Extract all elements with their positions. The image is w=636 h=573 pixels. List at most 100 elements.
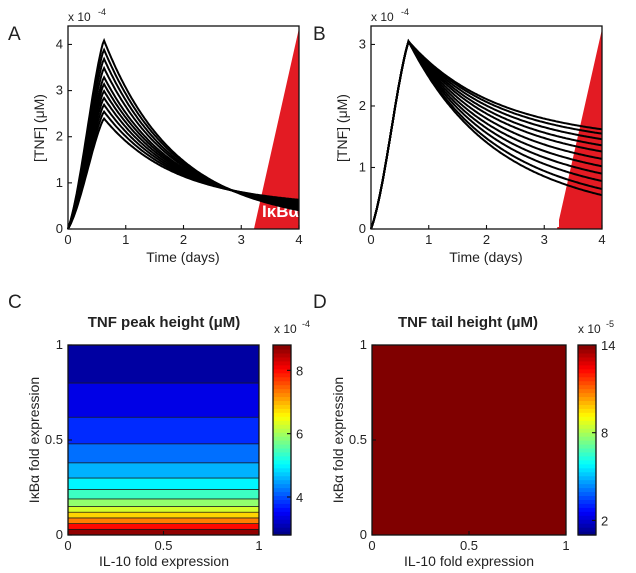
panel-d-colorbar-segment: [578, 440, 596, 445]
panel-c-band-9: [67, 443, 260, 464]
panel-c-colorbar-segment: [273, 412, 291, 417]
panel-a-curve-1: [67, 47, 300, 230]
panel-d-colorbar-frame: [577, 344, 597, 536]
panel-d-xtick-label: 0: [368, 538, 375, 553]
panel-c-scale-exponent: -4: [302, 319, 310, 329]
panel-d-colorbar-segment: [578, 436, 596, 441]
panel-letter-b: B: [313, 24, 326, 45]
panel-d-ytick-label: 1: [360, 337, 367, 352]
panel-d-colorbar-segment: [578, 499, 596, 504]
panel-c-xlabel: IL-10 fold expression: [99, 553, 229, 569]
panel-a-curve-10: [67, 116, 300, 230]
panel-c-colorbar-segment: [273, 459, 291, 465]
panel-c-ytick-label: 1: [56, 337, 63, 352]
panel-b-xtick-label: 1: [425, 232, 432, 247]
panel-a-xtick-label: 0: [64, 232, 71, 247]
panel-c-colorbar-segment: [273, 404, 291, 409]
panel-letter-d: D: [313, 292, 327, 313]
panel-c-colorbar-segment: [273, 396, 291, 402]
panel-d-colorbar-tick-label: 2: [601, 513, 608, 528]
panel-c-colorbar-segment: [273, 479, 291, 485]
panel-c-colorbar-segment: [273, 408, 291, 413]
panel-d-colorbar-segment: [578, 412, 596, 417]
panel-d-colorbar-segment: [578, 483, 596, 489]
panel-c-band-10: [67, 416, 260, 445]
panel-d-colorbar-segment: [578, 443, 596, 449]
panel-c-colorbar-segment: [273, 392, 291, 398]
panel-d-colorbar-tick-label: 14: [601, 338, 615, 353]
panel-d-heatmap: [371, 344, 567, 536]
panel-d-colorbar-segment: [578, 459, 596, 465]
panel-c-band-5: [67, 498, 260, 507]
panel-c-colorbar-segment: [273, 463, 291, 469]
panel-d-xtick-label: 0.5: [460, 538, 478, 553]
panel-d-colorbar-segment: [578, 420, 596, 425]
panel-d-colorbar-segment: [578, 368, 596, 374]
panel-d-colorbar-segment: [578, 491, 596, 497]
panel-c-colorbar-segment: [273, 455, 291, 461]
panel-a-ytick-label: 4: [56, 36, 63, 51]
panel-c-colorbar-segment: [273, 507, 291, 512]
panel-a-ticks: 0 1 2 3 4 0 1 2 3 4: [56, 36, 303, 247]
panel-d-colorbar-segment: [578, 455, 596, 461]
panel-d-colorbar-segment: [578, 463, 596, 469]
panel-c-colorbar-segment: [273, 447, 291, 453]
panel-a-xtick-label: 2: [180, 232, 187, 247]
panel-c-band-12: [67, 344, 260, 384]
panel-c-colorbar-segment: [273, 451, 291, 457]
il10-triangle-label: IL-10: [544, 193, 563, 233]
panel-b-scale-exponent: -4: [401, 7, 409, 17]
panel-c-colorbar-segment: [273, 432, 291, 437]
panel-c-band-4: [67, 506, 260, 513]
panel-b-scale-label: x 10: [371, 10, 394, 24]
panel-d-colorbar-segment: [578, 527, 596, 532]
panel-c-ylabel: IκBα fold expression: [26, 377, 42, 503]
panel-c-colorbar-segment: [273, 503, 291, 508]
panel-c-colorbar-segment: [273, 436, 291, 441]
panel-c-colorbar-segment: [273, 495, 291, 500]
panel-c-xtick-label: 1: [255, 538, 262, 553]
ikba-triangle-shape: [253, 28, 299, 229]
panel-d-colorbar-segment: [578, 384, 596, 390]
panel-c-ytick-label: 0.5: [45, 432, 63, 447]
panel-c-colorbar-segment: [273, 475, 291, 481]
panel-d-colorbar: 2 8 14: [577, 338, 615, 536]
panel-c-colorbar-segment: [273, 428, 291, 433]
panel-c-colorbar-segment: [273, 471, 291, 477]
panel-b-curve-10: [370, 39, 603, 230]
panel-d-ticks: 0 0.5 1 0 0.5 1: [349, 337, 570, 553]
panel-c-colorbar-tick-label: 8: [296, 363, 303, 378]
panel-d-colorbar-segment: [578, 356, 596, 362]
panel-d-colorbar-segment: [578, 345, 596, 350]
panel-c: C TNF peak height (μM) 0 0.5 1 0 0.5 1 IL-10 …: [8, 292, 310, 569]
panel-a-xtick-label: 4: [295, 232, 302, 247]
panel-c-colorbar-segment: [273, 352, 291, 358]
panel-d-ylabel: IκBα fold expression: [330, 377, 346, 503]
panel-d-colorbar-segment: [578, 348, 596, 354]
panel-c-colorbar-segment: [273, 483, 291, 489]
panel-c-scale-label: x 10: [274, 322, 297, 336]
panel-b-ticks: 0 1 2 3 4 0 1 2 3: [359, 36, 606, 247]
panel-a-scale-label: x 10: [68, 10, 91, 24]
panel-letter-c: C: [8, 292, 22, 313]
panel-d-colorbar-segment: [578, 515, 596, 520]
panel-c-colorbar-segment: [273, 345, 291, 350]
panel-d-colorbar-segment: [578, 380, 596, 386]
panel-c-colorbar-segment: [273, 364, 291, 370]
panel-c-colorbar-segment: [273, 424, 291, 429]
panel-d-colorbar-segment: [578, 495, 596, 500]
panel-c-colorbar-segment: [273, 527, 291, 532]
panel-a-ylabel: [TNF] (μM): [31, 94, 47, 162]
panel-c-band-1: [67, 523, 260, 530]
panel-c-colorbar-segment: [273, 511, 291, 516]
panel-c-colorbar-segment: [273, 376, 291, 382]
panel-d-scale-exponent: -5: [606, 319, 614, 329]
panel-c-colorbar-segment: [273, 384, 291, 390]
panel-d-colorbar-segment: [578, 432, 596, 437]
panel-d-colorbar-segment: [578, 372, 596, 378]
panel-c-colorbar-tick-label: 4: [296, 490, 303, 505]
panel-c-heatmap: [67, 344, 260, 536]
panel-c-colorbar-segment: [273, 487, 291, 493]
panel-d-colorbar-segment: [578, 507, 596, 512]
panel-d-colorbar-segment: [578, 467, 596, 473]
